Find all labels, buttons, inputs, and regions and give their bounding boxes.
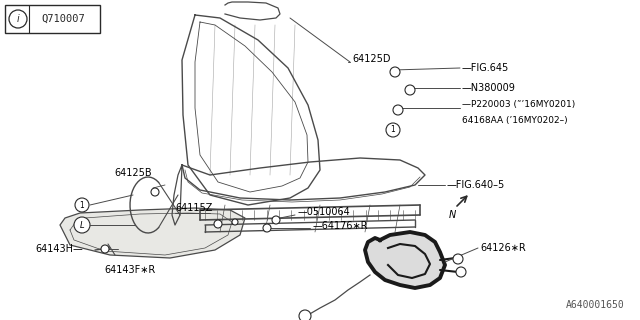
Circle shape bbox=[101, 245, 109, 253]
Text: A640001650: A640001650 bbox=[566, 300, 625, 310]
Text: 64126∗R: 64126∗R bbox=[480, 243, 525, 253]
Polygon shape bbox=[60, 208, 245, 258]
Circle shape bbox=[393, 105, 403, 115]
Text: —FIG.640–5: —FIG.640–5 bbox=[447, 180, 505, 190]
Circle shape bbox=[299, 310, 311, 320]
Circle shape bbox=[74, 217, 90, 233]
Text: —64176∗R: —64176∗R bbox=[313, 221, 369, 231]
Text: 64125B: 64125B bbox=[114, 168, 152, 178]
Text: Q710007: Q710007 bbox=[41, 14, 85, 24]
Text: 1: 1 bbox=[79, 201, 84, 210]
Text: 64143H—: 64143H— bbox=[35, 244, 83, 254]
Text: —P220003 (˜’16MY0201): —P220003 (˜’16MY0201) bbox=[462, 100, 575, 109]
Circle shape bbox=[75, 198, 89, 212]
Text: —FIG.645: —FIG.645 bbox=[462, 63, 509, 73]
Circle shape bbox=[456, 267, 466, 277]
Text: —0510064: —0510064 bbox=[298, 207, 351, 217]
Circle shape bbox=[386, 123, 400, 137]
Circle shape bbox=[387, 125, 397, 135]
Text: 64143F∗R: 64143F∗R bbox=[104, 265, 156, 275]
Circle shape bbox=[453, 254, 463, 264]
FancyBboxPatch shape bbox=[5, 5, 100, 33]
Circle shape bbox=[9, 10, 27, 28]
Text: N: N bbox=[449, 210, 456, 220]
Circle shape bbox=[263, 224, 271, 232]
Text: 1: 1 bbox=[390, 125, 396, 134]
Circle shape bbox=[214, 220, 222, 228]
Text: 64125D: 64125D bbox=[352, 54, 390, 64]
Polygon shape bbox=[365, 232, 445, 288]
Circle shape bbox=[272, 216, 280, 224]
Circle shape bbox=[405, 85, 415, 95]
Text: —N380009: —N380009 bbox=[462, 83, 516, 93]
Circle shape bbox=[151, 188, 159, 196]
Text: 64115Z: 64115Z bbox=[175, 203, 212, 213]
Circle shape bbox=[390, 67, 400, 77]
Text: i: i bbox=[17, 14, 19, 24]
Text: L: L bbox=[80, 220, 84, 229]
Circle shape bbox=[232, 219, 238, 225]
Text: 64168AA (’16MY0202–): 64168AA (’16MY0202–) bbox=[462, 116, 568, 124]
